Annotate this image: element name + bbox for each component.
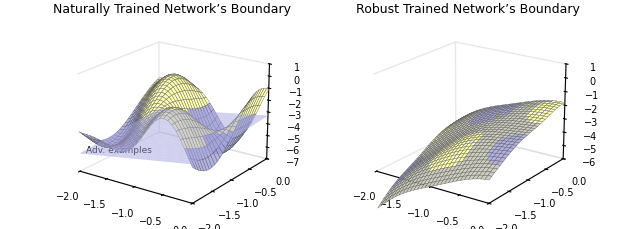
Title: Naturally Trained Network’s Boundary: Naturally Trained Network’s Boundary bbox=[52, 3, 291, 16]
Title: Robust Trained Network’s Boundary: Robust Trained Network’s Boundary bbox=[356, 3, 580, 16]
